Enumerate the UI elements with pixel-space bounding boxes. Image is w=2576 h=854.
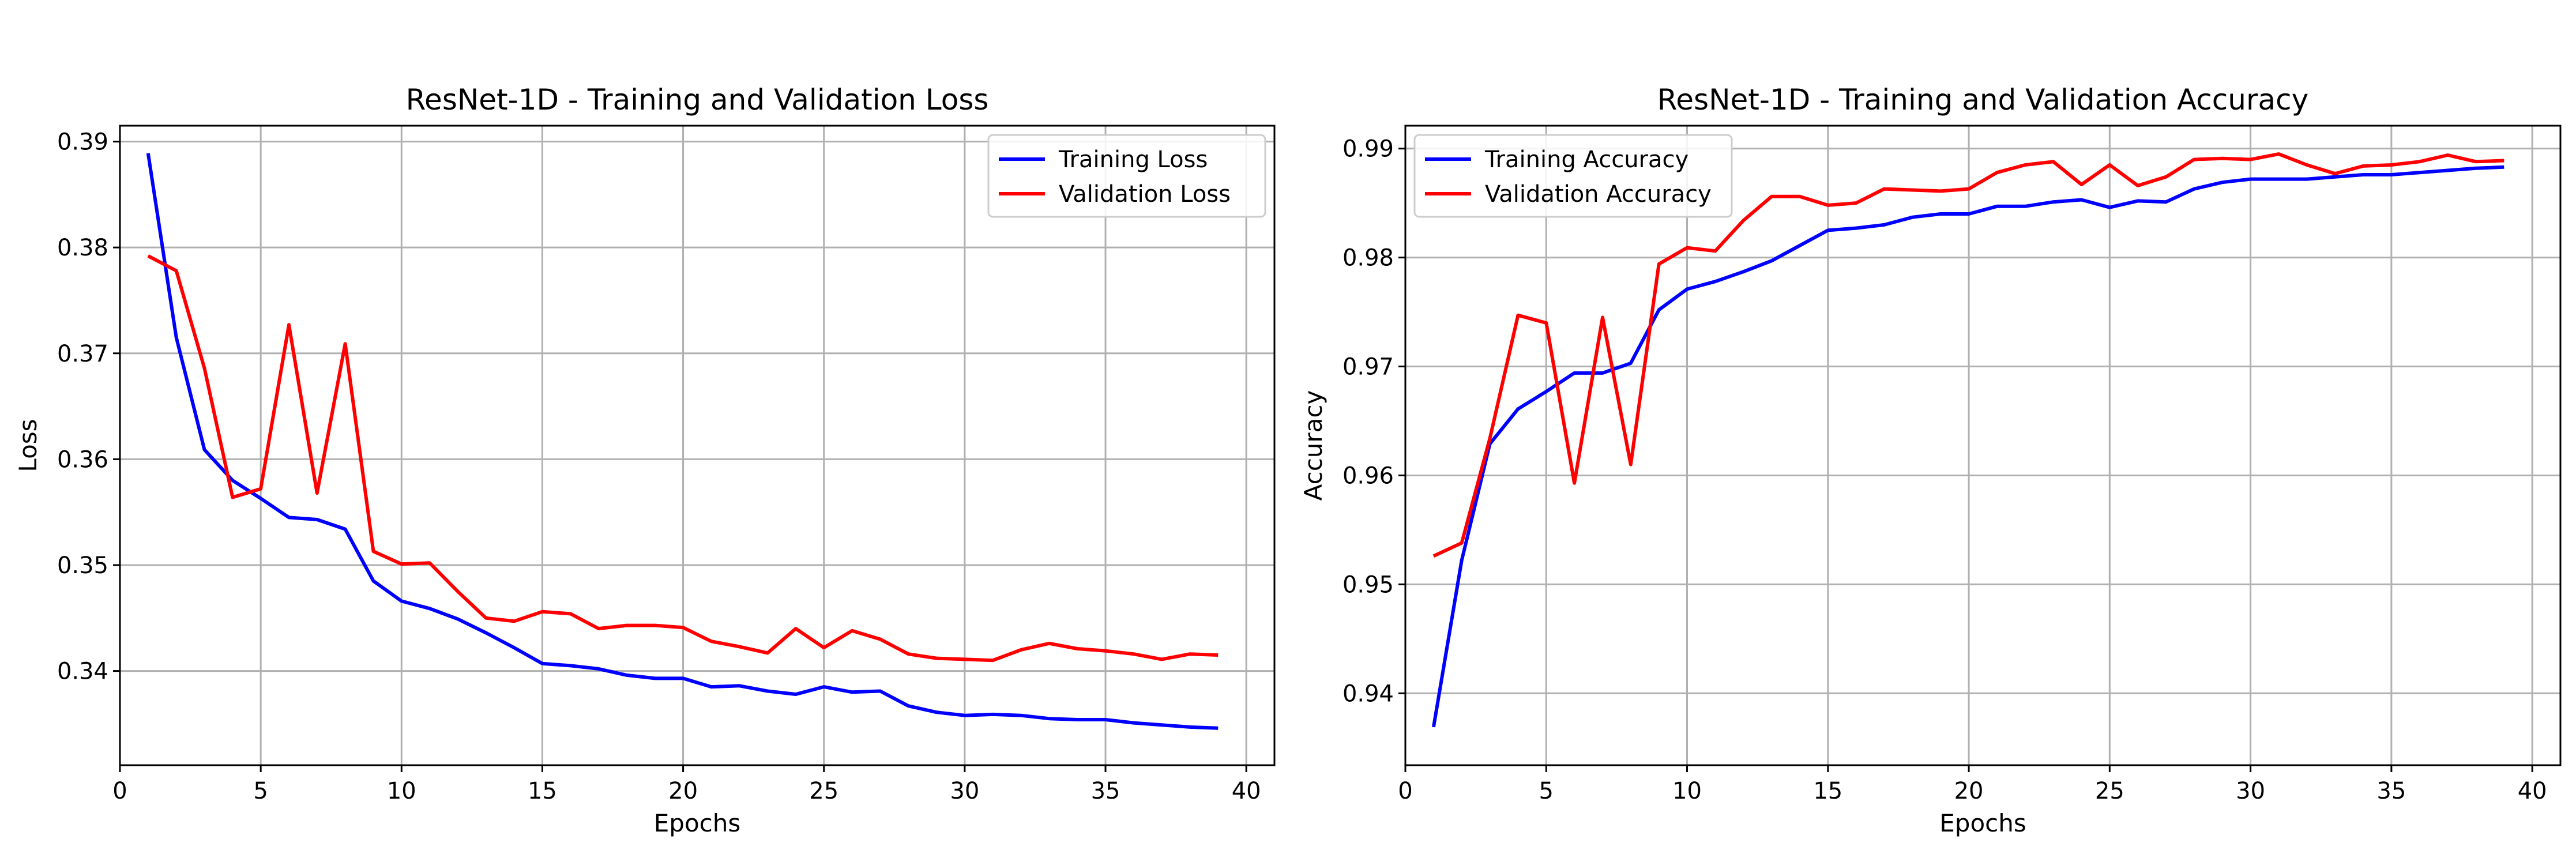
accuracy-plot-frame xyxy=(1404,125,2562,766)
accuracy-y-tick-label: 0.96 xyxy=(1342,462,1394,489)
accuracy-chart: 0 5 10 15 20 25 30 35 40 0.94 0.95 0.96 0.97 0.98 0.99… xyxy=(1299,83,2562,837)
accuracy-x-tick-label: 0 xyxy=(1398,778,1412,804)
loss-x-tick-label: 25 xyxy=(809,778,838,804)
loss-y-tick-label: 0.37 xyxy=(57,341,108,367)
loss-chart: 0 5 10 15 20 25 30 35 40 0.34 0.35 0.36 0.37 0.38 0.39… xyxy=(14,83,1276,837)
accuracy-x-tick-label: 10 xyxy=(1672,778,1702,804)
loss-legend-label-validation: Validation Loss xyxy=(1059,181,1231,208)
accuracy-x-tick-label: 25 xyxy=(2095,778,2124,804)
loss-plot-frame xyxy=(119,125,1276,766)
loss-y-tick-label: 0.35 xyxy=(57,552,108,579)
loss-series-line-training xyxy=(146,153,1219,730)
loss-x-axis-label: Epochs xyxy=(654,809,741,837)
accuracy-x-axis-label: Epochs xyxy=(1939,809,2026,837)
accuracy-x-tick-label: 15 xyxy=(1813,778,1842,804)
loss-y-tick-label: 0.36 xyxy=(57,446,108,473)
loss-legend-label-training: Training Loss xyxy=(1058,146,1208,173)
loss-series-line-validation xyxy=(147,254,1219,663)
accuracy-x-tick-label: 35 xyxy=(2376,778,2406,804)
accuracy-y-tick-label: 0.95 xyxy=(1342,571,1394,598)
accuracy-y-tick-label: 0.94 xyxy=(1342,680,1394,707)
loss-x-tick-label: 35 xyxy=(1091,778,1120,804)
accuracy-series-line-validation xyxy=(1432,152,2504,558)
loss-x-tick-label: 20 xyxy=(668,778,698,804)
accuracy-y-tick-label: 0.98 xyxy=(1342,245,1394,272)
accuracy-legend-label-training: Training Accuracy xyxy=(1484,146,1688,173)
loss-x-tick-label: 5 xyxy=(253,778,268,804)
accuracy-x-tick-label: 20 xyxy=(1954,778,1984,804)
accuracy-legend-label-validation: Validation Accuracy xyxy=(1485,181,1712,208)
loss-y-tick-label: 0.38 xyxy=(57,235,108,261)
accuracy-x-tick-label: 5 xyxy=(1539,778,1554,804)
accuracy-chart-title: ResNet-1D - Training and Validation Accu… xyxy=(1657,83,2308,116)
loss-legend: Training Loss Validation Loss xyxy=(987,134,1266,218)
loss-series-lines xyxy=(146,153,1219,730)
accuracy-x-tick-label: 30 xyxy=(2236,778,2265,804)
loss-y-tick-label: 0.34 xyxy=(57,659,108,685)
loss-ticks: 0 5 10 15 20 25 30 35 40 0.34 0.35 0.36 0.37 0.38 0.39 xyxy=(57,129,1261,804)
accuracy-y-tick-label: 0.99 xyxy=(1342,136,1394,163)
loss-chart-title: ResNet-1D - Training and Validation Loss xyxy=(406,83,989,116)
accuracy-legend: Training Accuracy Validation Accuracy xyxy=(1413,134,1733,218)
loss-y-tick-label: 0.39 xyxy=(57,129,108,156)
loss-y-axis-label: Loss xyxy=(14,419,42,472)
loss-x-tick-label: 30 xyxy=(950,778,979,804)
accuracy-series-lines xyxy=(1431,152,2504,728)
accuracy-x-tick-label: 40 xyxy=(2518,778,2547,804)
accuracy-grid xyxy=(1404,126,2560,765)
loss-x-tick-label: 15 xyxy=(528,778,557,804)
accuracy-ticks: 0 5 10 15 20 25 30 35 40 0.94 0.95 0.96 0.97 0.98 0.99 xyxy=(1342,136,2547,804)
accuracy-y-tick-label: 0.97 xyxy=(1342,354,1394,381)
loss-x-tick-label: 40 xyxy=(1232,778,1261,804)
accuracy-legend-box xyxy=(1413,134,1733,218)
loss-x-tick-label: 10 xyxy=(387,778,416,804)
loss-x-tick-label: 0 xyxy=(112,778,127,804)
accuracy-y-axis-label: Accuracy xyxy=(1299,390,1328,501)
loss-legend-box xyxy=(987,134,1266,218)
